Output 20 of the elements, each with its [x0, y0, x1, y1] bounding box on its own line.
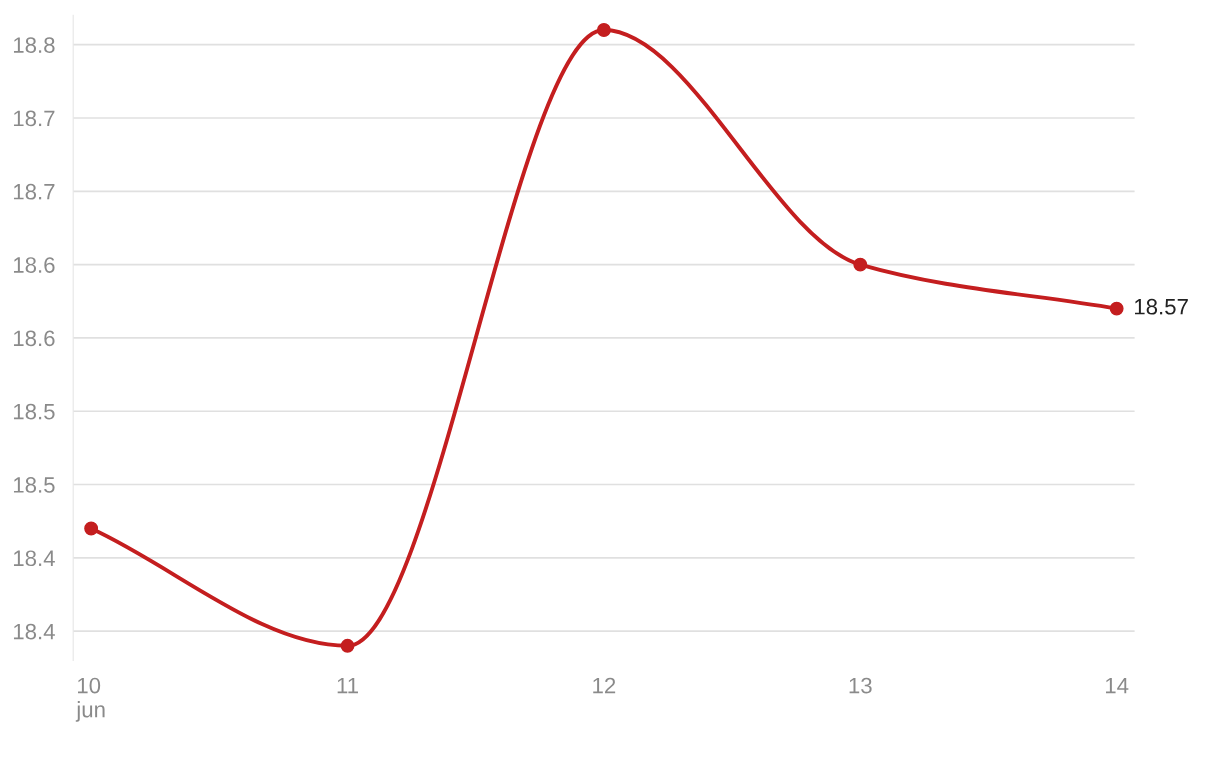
- y-tick-label: 18.4: [13, 550, 55, 567]
- point: [596, 23, 611, 37]
- y-tick-label: 18.7: [13, 183, 55, 200]
- point: [853, 257, 868, 272]
- x-tick-label: 12: [593, 677, 616, 694]
- point: [340, 638, 355, 653]
- y-tick-label: 18.6: [13, 257, 55, 273]
- y-tick-label: 18.4: [13, 623, 55, 640]
- y-tick-label: 18.5: [13, 403, 55, 420]
- data-label: 18.57: [1135, 298, 1188, 315]
- x-tick-label: 13: [849, 677, 872, 694]
- x-tick-label: 10 jun: [75, 677, 105, 722]
- point: [1109, 301, 1124, 316]
- y-tick-label: 18.5: [13, 477, 55, 493]
- y-tick-label: 18.6: [13, 330, 55, 347]
- x-tick-label: 11: [337, 677, 358, 694]
- x-tick-label: 14: [1105, 677, 1129, 694]
- point: [84, 521, 99, 536]
- y-tick-label: 18.8: [13, 37, 55, 53]
- y-tick-label: 18.7: [13, 110, 55, 127]
